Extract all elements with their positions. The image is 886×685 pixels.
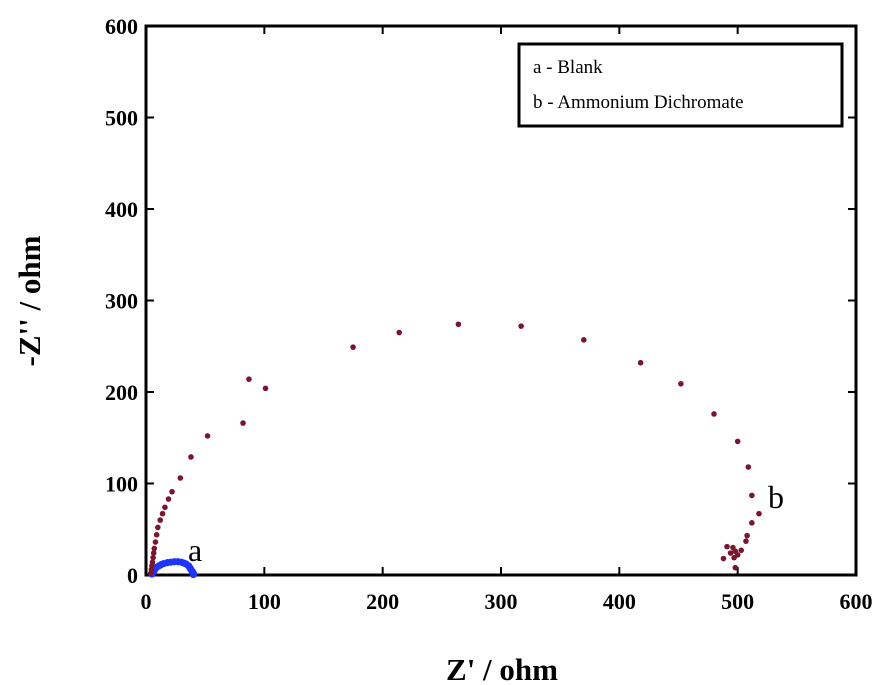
- y-tick-label: 400: [105, 197, 138, 222]
- series-b-point: [727, 550, 734, 556]
- legend-entry-b: b - Ammonium Dichromate: [533, 92, 744, 113]
- series-b-point: [350, 344, 356, 350]
- series-b-point: [678, 380, 684, 387]
- y-tick-label: 600: [105, 14, 138, 39]
- series-b-point: [150, 554, 156, 561]
- series-b-point: [396, 329, 403, 336]
- series-b-point: [151, 545, 158, 552]
- series-b-point: [743, 538, 749, 544]
- series-b-point: [756, 510, 762, 517]
- legend-entry-a: a - Blank: [533, 57, 603, 78]
- series-b-point: [731, 554, 737, 561]
- series-b-point: [152, 539, 159, 545]
- series-b-point: [749, 520, 755, 526]
- series-b-point: [749, 492, 755, 499]
- series-b-point: [262, 385, 269, 392]
- series-b-point: [165, 496, 172, 502]
- series-b-point: [734, 438, 741, 445]
- series-b-point: [162, 504, 168, 511]
- series-b-point: [157, 517, 163, 523]
- series-b-point: [518, 323, 524, 329]
- series-b-point: [724, 543, 730, 550]
- series-b-point: [169, 488, 175, 495]
- series-b-point: [149, 559, 156, 565]
- series-b-point: [150, 550, 157, 556]
- series-b-point: [204, 433, 211, 439]
- series-b-point: [744, 532, 750, 539]
- series-b-point: [745, 464, 752, 470]
- series-b-point: [455, 321, 462, 328]
- y-tick-label: 100: [105, 472, 138, 497]
- series-b-point: [738, 547, 745, 554]
- series-b-point: [177, 475, 184, 481]
- x-tick-label: 600: [840, 589, 873, 614]
- y-axis-title: -Z'' / ohm: [12, 235, 47, 366]
- series-b-point: [246, 376, 252, 382]
- x-tick-label: 200: [366, 589, 399, 614]
- x-tick-label: 300: [485, 589, 518, 614]
- x-axis-title: Z' / ohm: [446, 652, 558, 685]
- series-b-point: [581, 337, 587, 343]
- y-axis-ticks: 0 100 200 300 400 500 600: [105, 14, 856, 588]
- series-b-point: [720, 555, 727, 562]
- series-b-point: [730, 544, 736, 551]
- series-b-point: [159, 510, 166, 517]
- y-tick-label: 200: [105, 380, 138, 405]
- series-b-points: [147, 321, 762, 576]
- x-tick-label: 100: [248, 589, 281, 614]
- x-tick-label: 0: [141, 589, 152, 614]
- y-tick-label: 0: [127, 563, 138, 588]
- y-tick-label: 300: [105, 289, 138, 314]
- x-tick-label: 500: [721, 589, 754, 614]
- series-b-point: [153, 531, 160, 538]
- y-tick-label: 500: [105, 106, 138, 131]
- series-b-point: [732, 564, 739, 571]
- series-b-point: [240, 420, 246, 426]
- series-b-point: [155, 524, 161, 531]
- series-a-label: a: [188, 532, 202, 568]
- series-b-label: b: [768, 479, 784, 515]
- legend-box: [517, 42, 844, 128]
- series-b-point: [711, 411, 717, 417]
- legend: a - Blank b - Ammonium Dichromate: [517, 42, 844, 128]
- series-b-point: [637, 359, 644, 366]
- x-axis-ticks: 0 100 200 300 400 500 600: [141, 26, 873, 614]
- series-b-point: [188, 454, 194, 460]
- x-tick-label: 400: [603, 589, 636, 614]
- series-a-point: [189, 570, 197, 579]
